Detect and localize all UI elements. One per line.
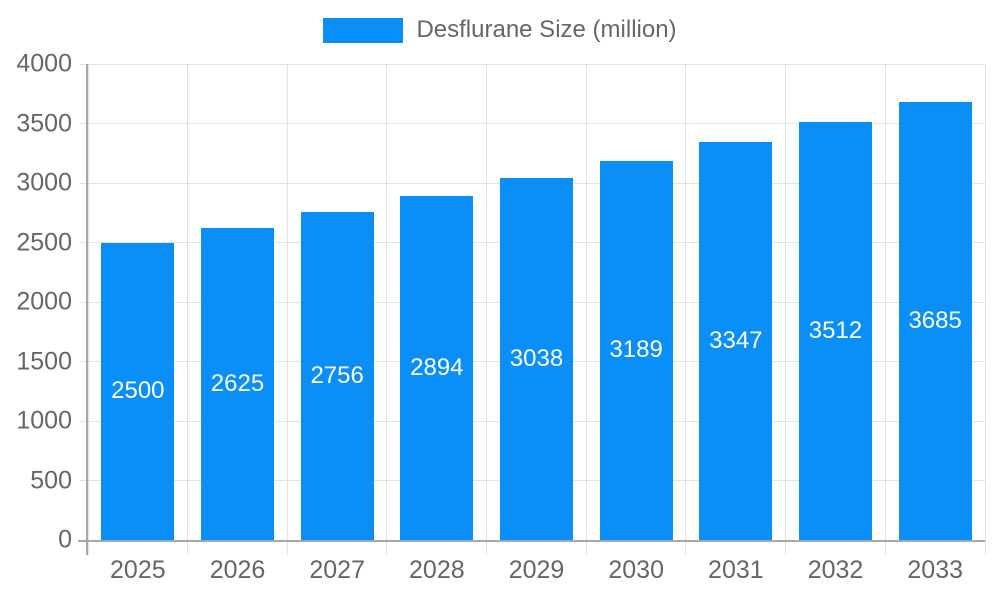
- y-tick-label: 0: [58, 525, 72, 554]
- x-gridline: [486, 64, 488, 555]
- x-tick-label: 2027: [309, 556, 365, 584]
- y-tick-label: 3500: [16, 109, 72, 137]
- y-tick-label: 4000: [16, 49, 72, 78]
- bar-2030: 3189: [599, 160, 673, 540]
- bar-value-label: 2756: [310, 362, 364, 390]
- x-axis: 2025 2026 2027 2028 2029 2030 2031 2032 2033: [88, 558, 985, 590]
- x-gridline: [685, 64, 687, 555]
- x-gridline: [87, 64, 89, 555]
- x-tick-label: 2033: [907, 556, 964, 584]
- x-tick-label: 2028: [409, 556, 465, 584]
- bar-2033: 3685: [898, 101, 972, 540]
- x-gridline: [386, 64, 388, 555]
- x-tick-label: 2030: [608, 556, 664, 584]
- bar-2029: 3038: [500, 178, 573, 540]
- x-tick-label: 2032: [807, 556, 864, 584]
- y-gridline: [80, 63, 985, 65]
- y-tick-label: 2500: [16, 228, 72, 256]
- bar-2031: 3347: [699, 141, 773, 540]
- legend-label: Desflurane Size (million): [416, 16, 677, 43]
- y-axis-line: [86, 64, 88, 555]
- bar-2026: 2625: [201, 227, 274, 540]
- y-tick-label: 3000: [16, 168, 72, 197]
- x-gridline: [884, 64, 886, 555]
- x-gridline: [984, 64, 986, 555]
- x-gridline: [187, 64, 189, 555]
- legend-swatch-icon: [323, 17, 404, 43]
- bar-value-label: 3038: [509, 345, 564, 373]
- x-gridline: [785, 64, 787, 555]
- x-tick-label: 2025: [110, 556, 166, 584]
- bar-2025: 2500: [101, 242, 175, 540]
- bar-value-label: 3685: [908, 306, 962, 334]
- bar-2027: 2756: [300, 212, 374, 540]
- y-tick-label: 1500: [16, 347, 72, 375]
- x-gridline: [286, 64, 288, 555]
- x-axis-line: [78, 540, 985, 542]
- bar-value-label: 3189: [609, 336, 663, 364]
- bar-value-label: 2894: [410, 353, 464, 381]
- y-tick-label: 500: [30, 466, 72, 494]
- x-tick-label: 2029: [508, 556, 565, 584]
- y-axis: 0 500 1000 1500 2000 2500 3000 3500 4000: [0, 51, 72, 552]
- x-tick-label: 2026: [209, 556, 266, 584]
- plot-area: 2500 2625 2756 2894 3038 3189 3347 3512 3685: [78, 63, 986, 555]
- x-tick-label: 2031: [708, 556, 764, 584]
- bar-value-label: 2500: [111, 377, 165, 405]
- y-gridline: [80, 123, 985, 124]
- bar-value-label: 3347: [709, 326, 763, 354]
- bar-value-label: 3512: [808, 317, 863, 345]
- bar-value-label: 2625: [210, 369, 265, 397]
- bar-2028: 2894: [400, 195, 474, 540]
- bar-2032: 3512: [799, 122, 872, 540]
- x-gridline: [585, 64, 587, 555]
- y-tick-label: 1000: [16, 406, 72, 435]
- y-tick-label: 2000: [16, 287, 72, 316]
- chart-legend[interactable]: Desflurane Size (million): [0, 16, 1000, 44]
